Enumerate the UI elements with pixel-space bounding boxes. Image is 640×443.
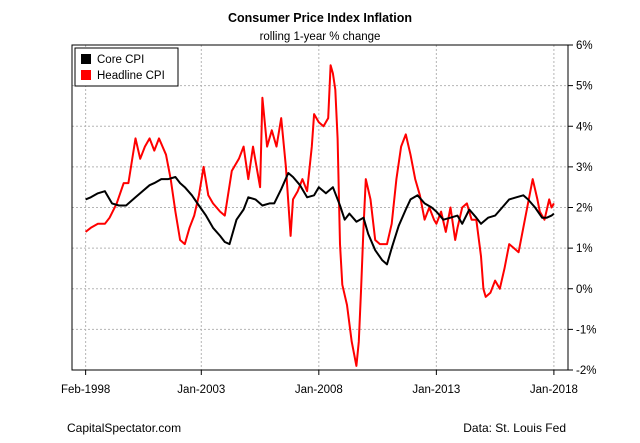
chart-title: Consumer Price Index Inflation: [228, 11, 412, 25]
x-tick-label-3: Jan-2013: [412, 384, 460, 396]
legend-label-core-cpi: Core CPI: [97, 54, 144, 66]
y-tick-label-8: 6%: [576, 40, 593, 52]
x-tick-label-1: Jan-2003: [177, 384, 225, 396]
y-tick-label-3: 1%: [576, 243, 593, 255]
y-axis: -2% -1% 0% 1% 2% 3% 4% 5% 6%: [568, 40, 596, 377]
legend-swatch-headline-cpi: [81, 70, 91, 80]
y-tick-label-4: 2%: [576, 203, 593, 215]
gridlines: [72, 44, 568, 371]
series-line-headline-cpi: [84, 64, 555, 367]
footer-source-left: CapitalSpectator.com: [67, 421, 181, 435]
series-lines: [84, 64, 555, 367]
y-tick-label-5: 3%: [576, 162, 593, 174]
y-tick-label-7: 5%: [576, 81, 593, 93]
x-axis: Feb-1998 Jan-2003 Jan-2008 Jan-2013 Jan-2018: [61, 370, 578, 396]
legend-label-headline-cpi: Headline CPI: [97, 70, 165, 82]
y-tick-label-1: -1%: [576, 324, 596, 336]
y-tick-label-6: 4%: [576, 121, 593, 133]
legend-swatch-core-cpi: [81, 54, 91, 64]
x-tick-label-0: Feb-1998: [61, 384, 110, 396]
legend: Core CPI Headline CPI: [74, 47, 179, 87]
x-tick-label-2: Jan-2008: [295, 384, 343, 396]
series-line-core-cpi: [85, 172, 555, 266]
footer-source-right: Data: St. Louis Fed: [463, 421, 566, 435]
y-tick-label-0: -2%: [576, 365, 596, 377]
x-tick-label-4: Jan-2018: [530, 384, 578, 396]
chart-subtitle: rolling 1-year % change: [260, 31, 381, 43]
y-tick-label-2: 0%: [576, 284, 593, 296]
legend-box: [74, 47, 179, 87]
